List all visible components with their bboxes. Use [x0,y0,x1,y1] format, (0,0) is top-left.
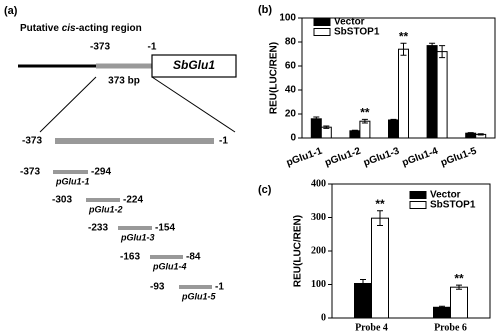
position-label: -1 [148,42,157,53]
position-label: -224 [123,195,143,206]
significance: ** [454,271,464,285]
significance: ** [399,29,409,43]
legend-label: Vector [430,190,461,201]
position-label: -303 [52,195,72,206]
legend-label: SbSTOP1 [430,200,476,211]
title-part: -acting region [76,23,142,34]
fragment-name: pGlu1-3 [120,232,155,242]
panel-label: (a) [4,5,18,17]
x-tick-label: pGlu1-3 [362,146,401,169]
y-tick-label: 0 [321,312,326,323]
y-tick-label: 200 [311,245,326,256]
y-axis-label: REU(LUC/REN) [293,215,304,287]
legend-swatch [313,18,331,26]
bar [310,118,322,139]
chart: (c) REU(LUC/REN) 0 100 200 300 400 Probe 4 Probe… [258,178,491,333]
error-bar [313,116,320,122]
fragment-name: pGlu1-5 [181,291,216,301]
position-label: -373 [22,136,42,147]
y-tick-label: 0 [290,133,296,144]
gene-box [151,54,237,78]
error-bar [390,118,397,122]
legend-label: SbSTOP1 [334,27,380,38]
x-tick-label: pGlu1-5 [439,146,478,169]
x-tick-label: Probe 4 [355,322,388,333]
error-bar [323,125,330,129]
y-tick-label: 40 [285,85,297,96]
panel-title: Putative cis-acting region [20,23,142,34]
y-tick-label: 80 [285,37,297,48]
legend-label: Vector [334,17,365,28]
error-bar [467,132,474,135]
position-label: -373 [90,42,110,53]
bar [433,306,451,319]
error-bar [439,305,445,309]
significance: ** [360,106,370,120]
y-tick-label: 400 [311,178,326,189]
position-label: -84 [186,252,201,263]
panel-label: (b) [258,4,272,16]
position-label: -294 [91,167,111,178]
zoom-line [151,76,236,133]
position-label: -1 [219,136,228,147]
error-bar [351,129,358,132]
y-tick-label: 100 [311,279,326,290]
fragment-name: pGlu1-1 [55,176,90,186]
fragment-name: pGlu1-2 [88,204,123,214]
position-label: -373 [20,167,40,178]
error-bar [361,118,368,124]
bar [371,217,389,319]
x-tick-label: pGlu1-4 [401,146,440,169]
position-label: -163 [120,252,140,263]
error-bar [360,278,366,289]
panel-label: (c) [258,184,272,196]
error-bar [377,210,383,227]
bar [450,286,468,319]
significance: ** [375,197,385,211]
error-bar [456,284,462,290]
bar [354,282,372,319]
bar [388,119,399,139]
x-tick-label: pGlu1-2 [324,146,363,169]
length-label: 373 bp [108,76,140,87]
y-axis-label: REU(LUC/REN) [269,42,280,114]
position-label: -154 [155,223,175,234]
y-tick-label: 100 [279,13,296,24]
title-part: cis [62,23,76,34]
y-tick-label: 20 [285,109,297,120]
y-tick-label: 60 [285,61,297,72]
bar [398,48,409,139]
x-tick-label: Probe 6 [434,322,467,333]
gene-name: SbGlu1 [173,58,215,72]
bar [426,45,438,139]
position-label: -233 [88,223,108,234]
position-label: -1 [215,282,224,293]
legend-swatch [313,28,331,36]
title-part: Putative [20,23,62,34]
error-bar [439,45,446,59]
zoom-line [39,76,97,133]
error-bar [400,42,407,56]
bar [436,51,448,139]
legend-swatch [409,191,427,199]
panel-a: (a) Putative cis-acting region SbGlu1 -3… [4,5,237,147]
fragment-name: pGlu1-4 [152,261,187,271]
position-label: -93 [150,282,165,293]
y-tick-label: 300 [311,212,326,223]
x-tick-label: pGlu1-1 [285,146,324,169]
error-bar [429,42,436,49]
legend-swatch [409,201,427,209]
error-bar [477,133,484,136]
bar [359,120,371,139]
